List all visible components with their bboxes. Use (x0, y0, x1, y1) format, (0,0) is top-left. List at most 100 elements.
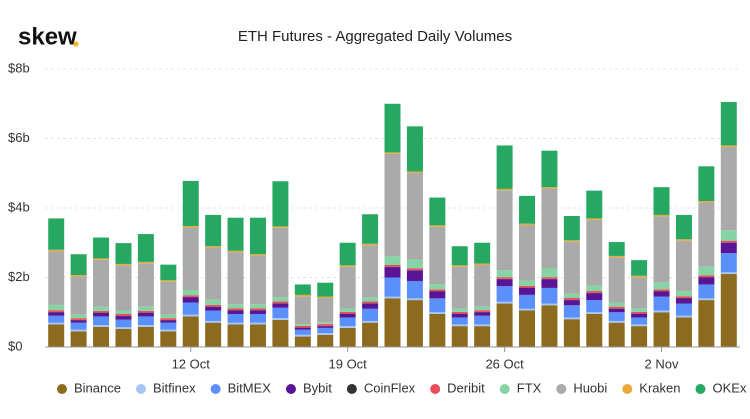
bar-segment (563, 293, 580, 299)
bar-segment (384, 267, 401, 278)
bar-segment (93, 312, 110, 317)
bar-segment (48, 251, 65, 305)
x-tick-label: 12 Oct (172, 356, 211, 371)
x-tick-label: 19 Oct (329, 356, 368, 371)
bar-segment (362, 303, 379, 309)
bar-segment (249, 254, 266, 256)
bar-segment (541, 187, 558, 189)
bar-segment (720, 240, 737, 243)
bar-segment (137, 261, 154, 264)
bar-segment (720, 274, 737, 347)
legend-swatch (430, 384, 441, 394)
bar-segment (720, 272, 737, 275)
bar-segment (384, 256, 401, 265)
bar-segment (70, 331, 87, 347)
bar-segment (182, 226, 199, 228)
bar-segment (294, 296, 311, 325)
legend-swatch (135, 384, 146, 394)
bar-segment (70, 320, 87, 323)
bar-segment (698, 202, 715, 267)
bar-segment (541, 150, 558, 188)
bar-segment (160, 280, 177, 282)
bar-segment (631, 311, 648, 314)
legend-label: Kraken (639, 380, 680, 395)
bar-segment (362, 297, 379, 302)
bar-segment (429, 313, 446, 347)
bar-segment (496, 303, 513, 347)
bar-segment (362, 320, 379, 323)
legend-label: BitMEX (228, 380, 272, 395)
bar-segment (653, 216, 670, 283)
legend-swatch (285, 384, 296, 394)
bar-segment (70, 318, 87, 320)
bar-segment (317, 326, 334, 328)
bar-segment (272, 227, 289, 298)
bar-segment (48, 249, 65, 252)
bar-segment (339, 266, 356, 309)
bar-segment (137, 312, 154, 317)
y-tick-label: $0 (8, 338, 22, 353)
bar-segment (451, 317, 468, 325)
legend-label: Huobi (573, 380, 607, 395)
bar-segment (653, 289, 670, 292)
legend-swatch (346, 384, 357, 394)
bar-segment (205, 310, 222, 321)
bar-segment (70, 322, 87, 330)
bar-segment (160, 329, 177, 332)
bar-segment (586, 218, 603, 220)
bar-segment (720, 102, 737, 146)
bar-segment (272, 303, 289, 308)
bar-segment (451, 308, 468, 312)
bar-segment (137, 263, 154, 307)
bar-segment (519, 310, 536, 347)
bar-segment (675, 291, 692, 297)
bar-segment (496, 286, 513, 302)
bar-segment (653, 282, 670, 290)
bar-segment (384, 153, 401, 257)
bar-segment (294, 284, 311, 295)
bar-segment (384, 264, 401, 267)
bar-segment (675, 296, 692, 299)
bar-segment (608, 257, 625, 303)
bar-segment (406, 259, 423, 269)
bar-segment (519, 225, 536, 281)
bar-segment (182, 314, 199, 317)
bar-segment (608, 320, 625, 323)
y-tick-label: $8b (8, 60, 30, 75)
bar-segment (93, 306, 110, 311)
bar-segment (182, 297, 199, 303)
bar-segment (631, 277, 648, 309)
bar-segment (48, 312, 65, 316)
legend-label: Deribit (447, 380, 485, 395)
bar-segment (586, 300, 603, 313)
bar-segment (608, 255, 625, 258)
bar-segment (429, 312, 446, 314)
bar-segment (519, 294, 536, 309)
bar-segment (631, 313, 648, 318)
bar-segment (675, 214, 692, 240)
bar-segment (249, 255, 266, 305)
bar-segment (429, 298, 446, 313)
bar-segment (182, 295, 199, 297)
legend-label: OKEx (712, 380, 746, 395)
bar-segment (608, 308, 625, 313)
bar-segment (720, 146, 737, 231)
bar-segment (496, 301, 513, 304)
bar-segment (205, 299, 222, 305)
bar-segment (631, 260, 648, 276)
bar-segment (406, 126, 423, 172)
bar-segment (317, 327, 334, 334)
bar-segment (93, 326, 110, 347)
legend-swatch (57, 384, 67, 394)
bar-segment (608, 302, 625, 307)
bar-segment (339, 327, 356, 347)
bar-segment (317, 322, 334, 325)
bar-segment (115, 263, 132, 266)
bar-segment (93, 325, 110, 327)
bar-segment (205, 322, 222, 347)
bar-segment (653, 187, 670, 215)
bar-segment (586, 293, 603, 301)
bar-segment (541, 279, 558, 288)
bar-segment (115, 319, 132, 328)
